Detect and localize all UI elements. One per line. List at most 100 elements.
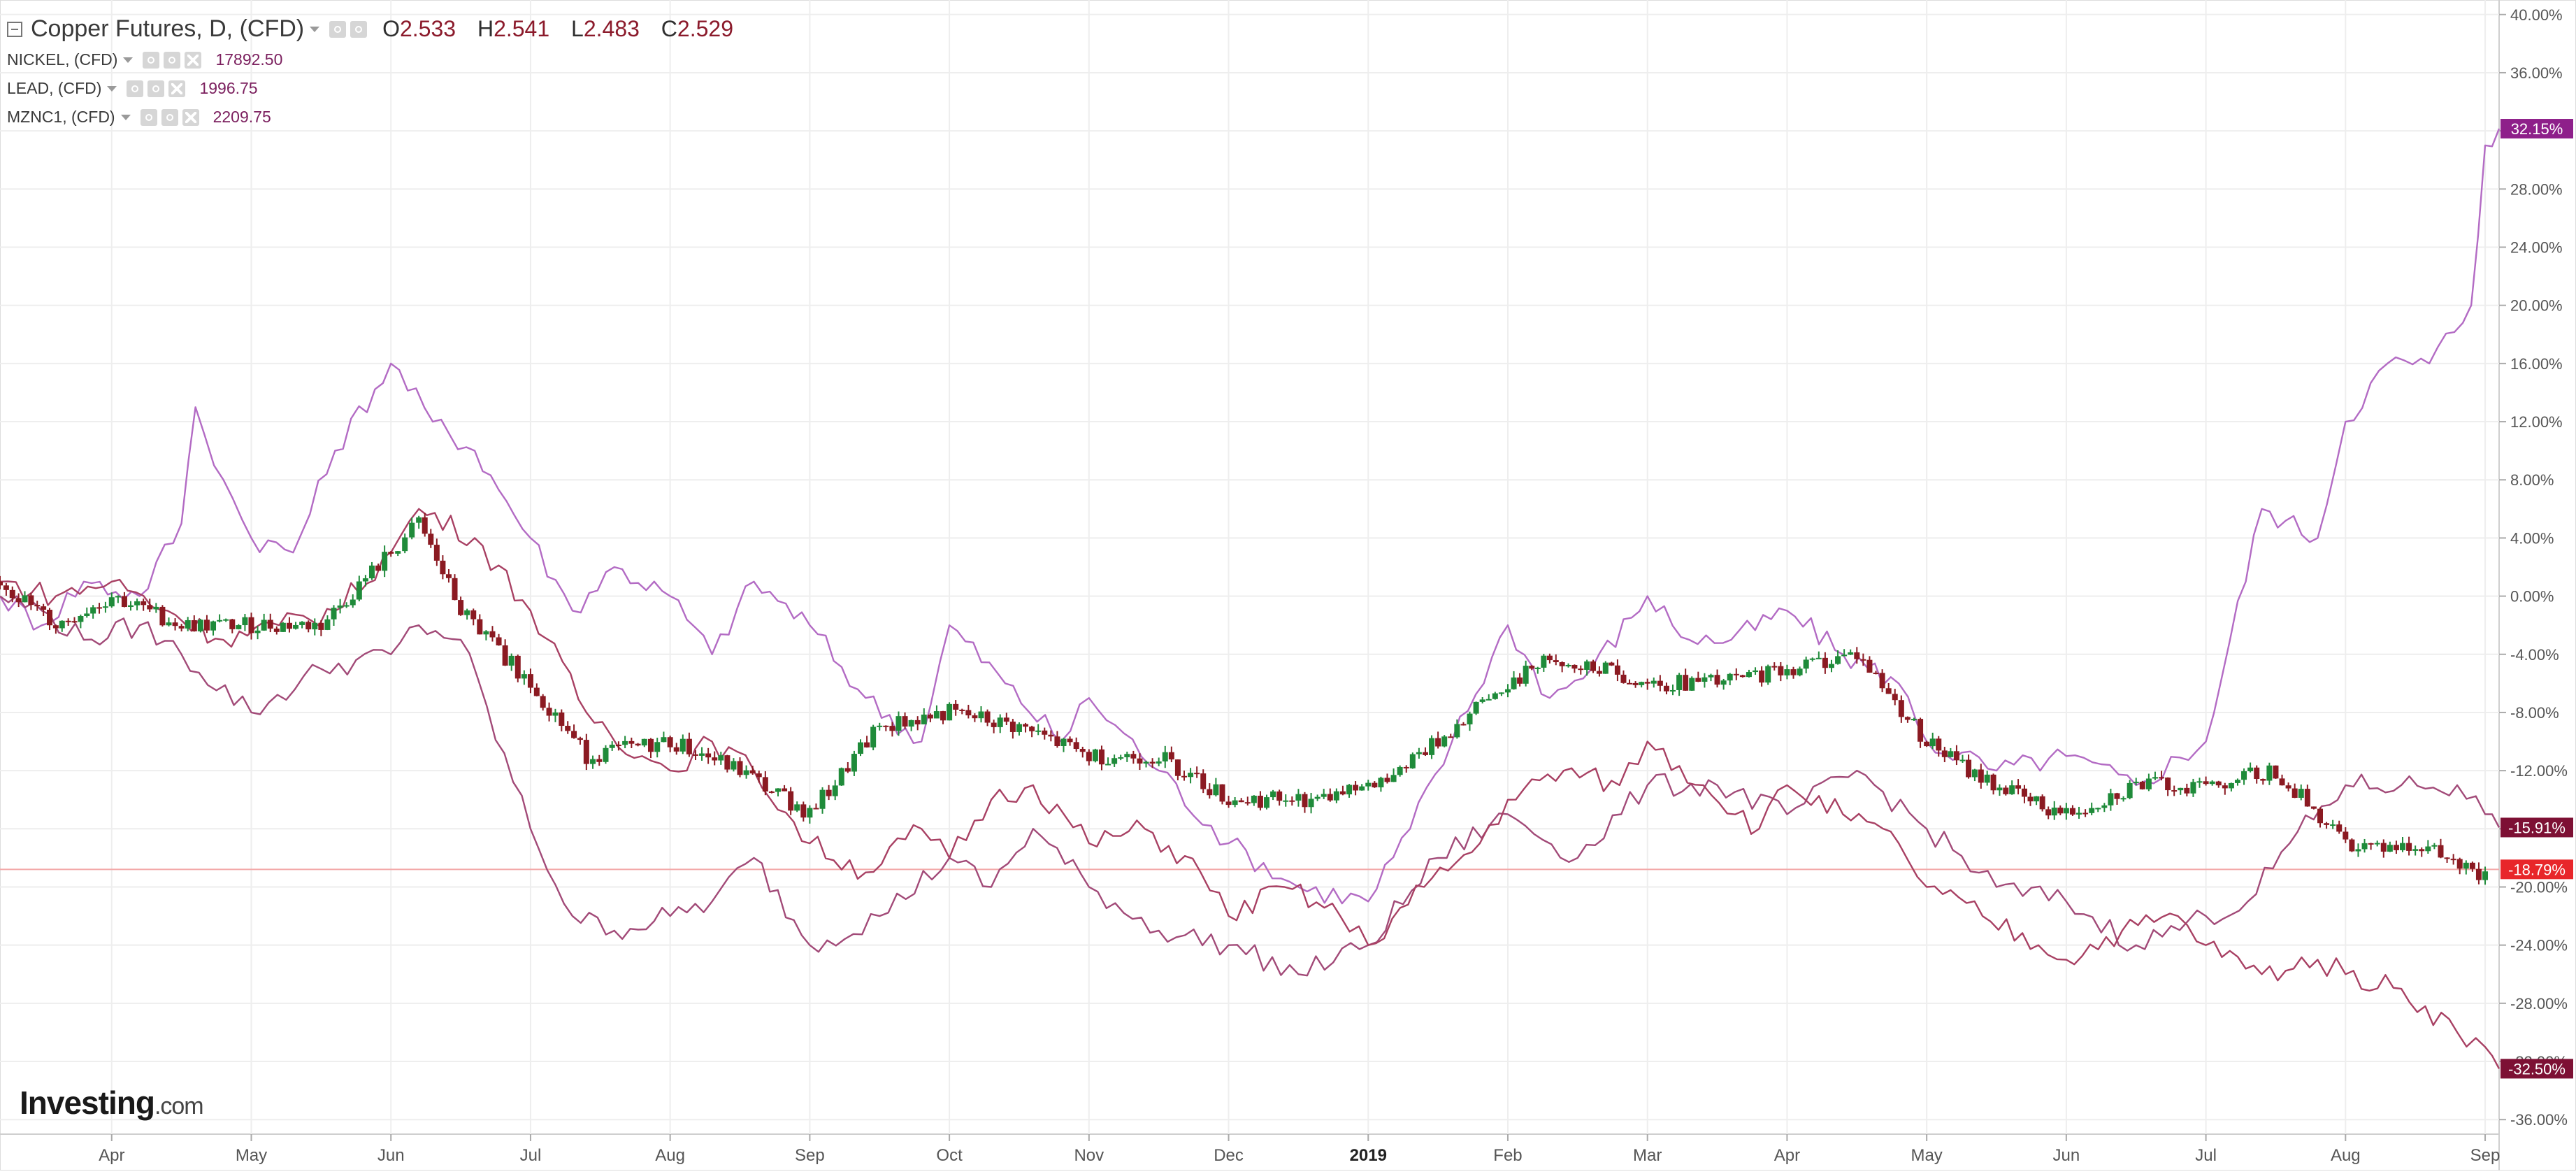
eye-icon[interactable] bbox=[143, 51, 160, 69]
chevron-down-icon[interactable] bbox=[107, 85, 117, 92]
candle-body bbox=[1149, 761, 1156, 764]
candle-body bbox=[2108, 793, 2114, 806]
close-icon[interactable] bbox=[168, 80, 186, 97]
candle-body bbox=[343, 605, 350, 607]
investing-logo[interactable]: Investing.com bbox=[20, 1084, 204, 1122]
candle-body bbox=[800, 804, 807, 818]
gear-icon[interactable] bbox=[350, 20, 368, 38]
candle-body bbox=[1559, 662, 1565, 666]
eye-icon[interactable] bbox=[140, 108, 157, 126]
candle-body bbox=[2051, 808, 2057, 816]
candle-body bbox=[1727, 673, 1733, 681]
gear-icon[interactable] bbox=[147, 80, 165, 97]
candle-body bbox=[782, 788, 788, 792]
candle-body bbox=[1609, 662, 1615, 666]
legend-sub-value: 2209.75 bbox=[213, 108, 271, 126]
candle-body bbox=[2336, 824, 2343, 832]
close-icon[interactable] bbox=[182, 108, 199, 126]
candle-body bbox=[1143, 761, 1149, 764]
candle-body bbox=[2406, 843, 2412, 851]
candle-body bbox=[1314, 796, 1321, 799]
candle-body bbox=[2456, 859, 2463, 869]
candle-body bbox=[895, 716, 902, 731]
candle-body bbox=[1378, 778, 1384, 788]
eye-icon[interactable] bbox=[127, 80, 144, 97]
chevron-down-icon[interactable] bbox=[120, 114, 131, 120]
candle-body bbox=[71, 621, 78, 623]
candle-body bbox=[1302, 794, 1308, 808]
chevron-down-icon[interactable] bbox=[310, 26, 320, 32]
y-tick-label: 12.00% bbox=[2510, 413, 2563, 431]
candle-body bbox=[1917, 719, 1924, 742]
candle-body bbox=[2349, 839, 2355, 852]
x-tick-label: Apr bbox=[99, 1146, 124, 1165]
candle-body bbox=[2400, 843, 2406, 850]
close-icon[interactable] bbox=[185, 51, 202, 69]
y-tick-label: -8.00% bbox=[2510, 704, 2559, 722]
candle-body bbox=[1565, 664, 1571, 666]
gear-icon[interactable] bbox=[164, 51, 181, 69]
candle-body bbox=[1435, 738, 1441, 747]
candle-body bbox=[596, 759, 603, 762]
candle-body bbox=[628, 740, 635, 744]
x-tick-label: Feb bbox=[1493, 1146, 1522, 1165]
candle-body bbox=[609, 745, 615, 748]
chevron-down-icon[interactable] bbox=[123, 57, 134, 63]
candle-body bbox=[15, 598, 22, 603]
candle-body bbox=[65, 620, 71, 622]
collapse-icon[interactable] bbox=[7, 21, 22, 37]
candle-body bbox=[1996, 787, 2003, 791]
y-tick-label: 28.00% bbox=[2510, 180, 2563, 198]
candle-body bbox=[1023, 724, 1029, 727]
candle-body bbox=[428, 534, 434, 545]
candle-body bbox=[2482, 871, 2489, 880]
x-tick-label: Mar bbox=[1633, 1146, 1662, 1165]
legend-sub-row-nickel[interactable]: NICKEL, (CFD) 17892.50 bbox=[7, 50, 282, 69]
candle-body bbox=[864, 742, 870, 747]
legend-sub-value: 17892.50 bbox=[215, 50, 283, 69]
x-tick-label: Jun bbox=[377, 1146, 405, 1165]
candle-body bbox=[1060, 738, 1067, 746]
y-tick-label: -4.00% bbox=[2510, 646, 2559, 664]
y-tick-label: -36.00% bbox=[2510, 1111, 2568, 1129]
candle-body bbox=[1797, 668, 1803, 675]
candle-body bbox=[921, 714, 927, 724]
candle-body bbox=[2152, 777, 2158, 779]
y-tick-label: 20.00% bbox=[2510, 297, 2563, 315]
candle-body bbox=[1602, 662, 1609, 674]
legend-main-row[interactable]: Copper Futures, D, (CFD) O2.533 H2.541 L… bbox=[7, 15, 749, 43]
candle-body bbox=[388, 552, 394, 554]
candle-body bbox=[1627, 682, 1633, 685]
candle-body bbox=[2045, 809, 2052, 816]
low-label: L bbox=[571, 16, 584, 41]
gear-icon[interactable] bbox=[161, 108, 178, 126]
candle-body bbox=[1181, 775, 1187, 778]
eye-icon[interactable] bbox=[329, 20, 347, 38]
candle-body bbox=[590, 759, 596, 764]
candle-body bbox=[1822, 657, 1828, 668]
x-tick-label: Sep bbox=[2470, 1146, 2501, 1165]
candle-body bbox=[1372, 782, 1378, 788]
candle-body bbox=[2285, 785, 2291, 789]
candle-body bbox=[686, 738, 692, 754]
candle-body bbox=[2234, 780, 2240, 783]
candle-body bbox=[1441, 736, 1448, 747]
legend-sub-row-lead[interactable]: LEAD, (CFD) 1996.75 bbox=[7, 79, 258, 98]
candle-body bbox=[1485, 699, 1492, 701]
candle-body bbox=[440, 560, 446, 575]
candle-body bbox=[794, 804, 800, 811]
x-tick-label: Jul bbox=[520, 1146, 542, 1165]
candle-body bbox=[1029, 726, 1035, 731]
candle-body bbox=[2089, 808, 2095, 813]
candle-body bbox=[1929, 738, 1936, 747]
candle-body bbox=[692, 754, 698, 756]
candle-body bbox=[1276, 791, 1283, 801]
candle-body bbox=[368, 565, 375, 579]
candle-body bbox=[1936, 738, 1942, 751]
candle-body bbox=[422, 517, 428, 534]
y-tick-label: 0.00% bbox=[2510, 588, 2554, 606]
legend-sub-row-mznc1[interactable]: MZNC1, (CFD) 2209.75 bbox=[7, 108, 271, 127]
candle-body bbox=[527, 674, 533, 688]
y-tick-label: 40.00% bbox=[2510, 6, 2563, 24]
